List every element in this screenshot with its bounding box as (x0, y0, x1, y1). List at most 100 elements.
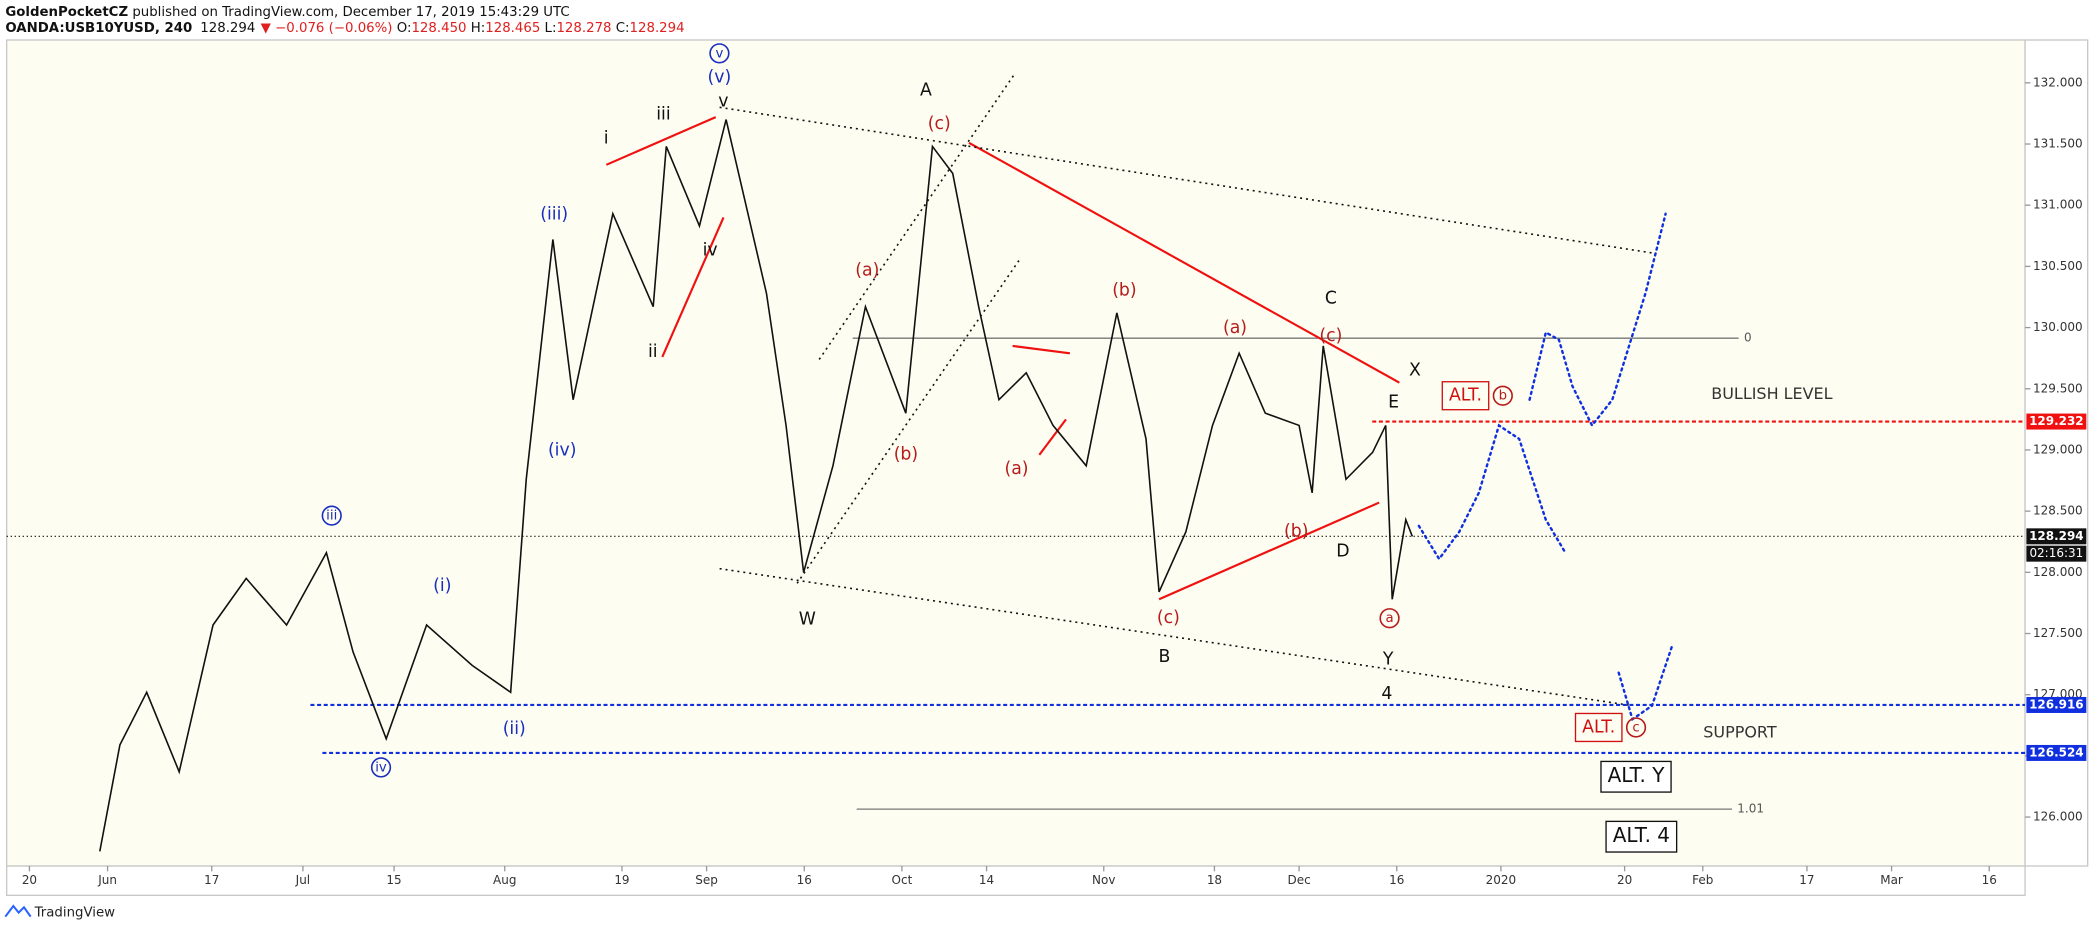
annotation: b (1499, 389, 1507, 404)
x-tick-label: Dec (1287, 873, 1310, 887)
author: GoldenPocketCZ (5, 5, 128, 20)
price-line (99, 119, 1414, 852)
trendline (719, 567, 1633, 707)
annotation: (c) (1157, 608, 1180, 628)
price-tag-label: 126.524 (2029, 745, 2084, 759)
projection (1528, 212, 1667, 428)
x-tick-label: Aug (493, 873, 516, 887)
ohlc-label: O: (392, 21, 411, 36)
trendline (818, 72, 1016, 360)
annotation: (v) (708, 67, 732, 87)
price-tag-label: 128.294 (2029, 529, 2084, 543)
annotation: (a) (1223, 318, 1247, 338)
x-tick-label: Mar (1880, 873, 1903, 887)
x-tick-label: 15 (386, 873, 401, 887)
annotation: (c) (1319, 326, 1342, 346)
annotation-circle (1492, 385, 1513, 406)
fib-label: 0 (1744, 331, 1752, 345)
ohlc-value: 128.450 (411, 21, 466, 36)
annotation: (iv) (548, 440, 577, 460)
y-tick-label: 129.000 (2033, 442, 2083, 456)
annotation: v (718, 91, 728, 111)
annotation: E (1388, 392, 1399, 412)
x-tick-label: 14 (979, 873, 994, 887)
annotation: 4 (1381, 684, 1392, 704)
annotation: c (1632, 720, 1639, 735)
y-tick-label: 132.000 (2033, 75, 2083, 89)
annotation: Y (1382, 650, 1394, 670)
x-tick-label: Jul (295, 873, 310, 887)
annotation: (c) (928, 114, 951, 134)
price-tag-label: 126.916 (2029, 697, 2084, 711)
change: ▼ −0.076 (−0.06%) (261, 21, 393, 36)
annotation: iii (656, 105, 670, 125)
annotation-circle (1625, 717, 1647, 738)
time-axis (5, 865, 2026, 896)
ohlc-value: 128.465 (485, 21, 540, 36)
logo (4, 904, 32, 918)
trendline (968, 141, 1400, 384)
trendline (661, 217, 725, 358)
price-tag (2026, 696, 2087, 713)
y-tick-label: 126.000 (2033, 810, 2083, 824)
projection (1417, 423, 1567, 562)
annotation: (i) (433, 576, 451, 596)
annotation-box (1600, 760, 1672, 793)
annotation-box-label: ALT. (1582, 717, 1615, 737)
header-line-2: OANDA:USB10YUSD, 240 128.294 ▼ −0.076 (−0.… (5, 21, 684, 36)
price-tag (2026, 744, 2087, 761)
x-tick-label: Nov (1092, 873, 1115, 887)
price-axis (2024, 39, 2089, 867)
x-tick-label: 17 (1799, 873, 1814, 887)
ohlc-value: 128.294 (630, 21, 685, 36)
price-tag (2026, 528, 2087, 545)
countdown-tag (2026, 545, 2087, 562)
annotation: (a) (1004, 459, 1028, 479)
x-tick-label: 16 (1982, 873, 1997, 887)
trendline (1012, 344, 1071, 355)
plot-area (5, 39, 2026, 867)
annotation: v (715, 46, 723, 61)
x-tick-label: Oct (892, 873, 913, 887)
annotation: BULLISH LEVEL (1711, 384, 1832, 403)
annotation: (b) (894, 444, 918, 464)
annotation: iv (375, 760, 387, 775)
annotation-box-label: ALT. Y (1608, 763, 1666, 787)
x-tick-label: 19 (614, 873, 629, 887)
annotation: (a) (855, 260, 879, 280)
trendline (719, 106, 1653, 254)
trendline (1038, 418, 1067, 456)
annotation-circle (321, 505, 342, 526)
x-tick-label: Sep (695, 873, 718, 887)
y-tick-label: 131.000 (2033, 198, 2083, 212)
y-tick-label: 127.500 (2033, 626, 2083, 640)
annotation-box (1441, 381, 1490, 411)
annotation: C (1325, 288, 1337, 308)
header-line-1: GoldenPocketCZ published on TradingView.… (5, 5, 569, 20)
y-tick-label: 130.000 (2033, 320, 2083, 334)
annotation: W (799, 610, 816, 630)
ohlc-value: 128.278 (556, 21, 611, 36)
annotation: (b) (1284, 522, 1308, 542)
symbol: OANDA:USB10YUSD, 240 (5, 21, 192, 36)
trendline (1158, 501, 1380, 601)
x-tick-label: 18 (1207, 873, 1222, 887)
ohlc-label: C: (612, 21, 630, 36)
x-tick-label: Jun (97, 873, 117, 887)
x-tick-label: 16 (797, 873, 812, 887)
footer-brand: TradingView (34, 906, 116, 921)
y-tick-label: 128.500 (2033, 504, 2083, 518)
annotation-circle (1379, 608, 1400, 629)
ohlc-label: H: (467, 21, 486, 36)
annotation: iv (703, 241, 718, 261)
annotation: i (604, 129, 609, 149)
annotation: X (1409, 360, 1421, 380)
x-tick-label: 2020 (1486, 873, 1517, 887)
x-tick-label: Feb (1692, 873, 1713, 887)
price-tag (2026, 413, 2087, 430)
fib-label: 1.01 (1737, 802, 1764, 816)
y-tick-label: 131.500 (2033, 137, 2083, 151)
annotation: D (1336, 542, 1349, 562)
x-tick-label: 17 (204, 873, 219, 887)
